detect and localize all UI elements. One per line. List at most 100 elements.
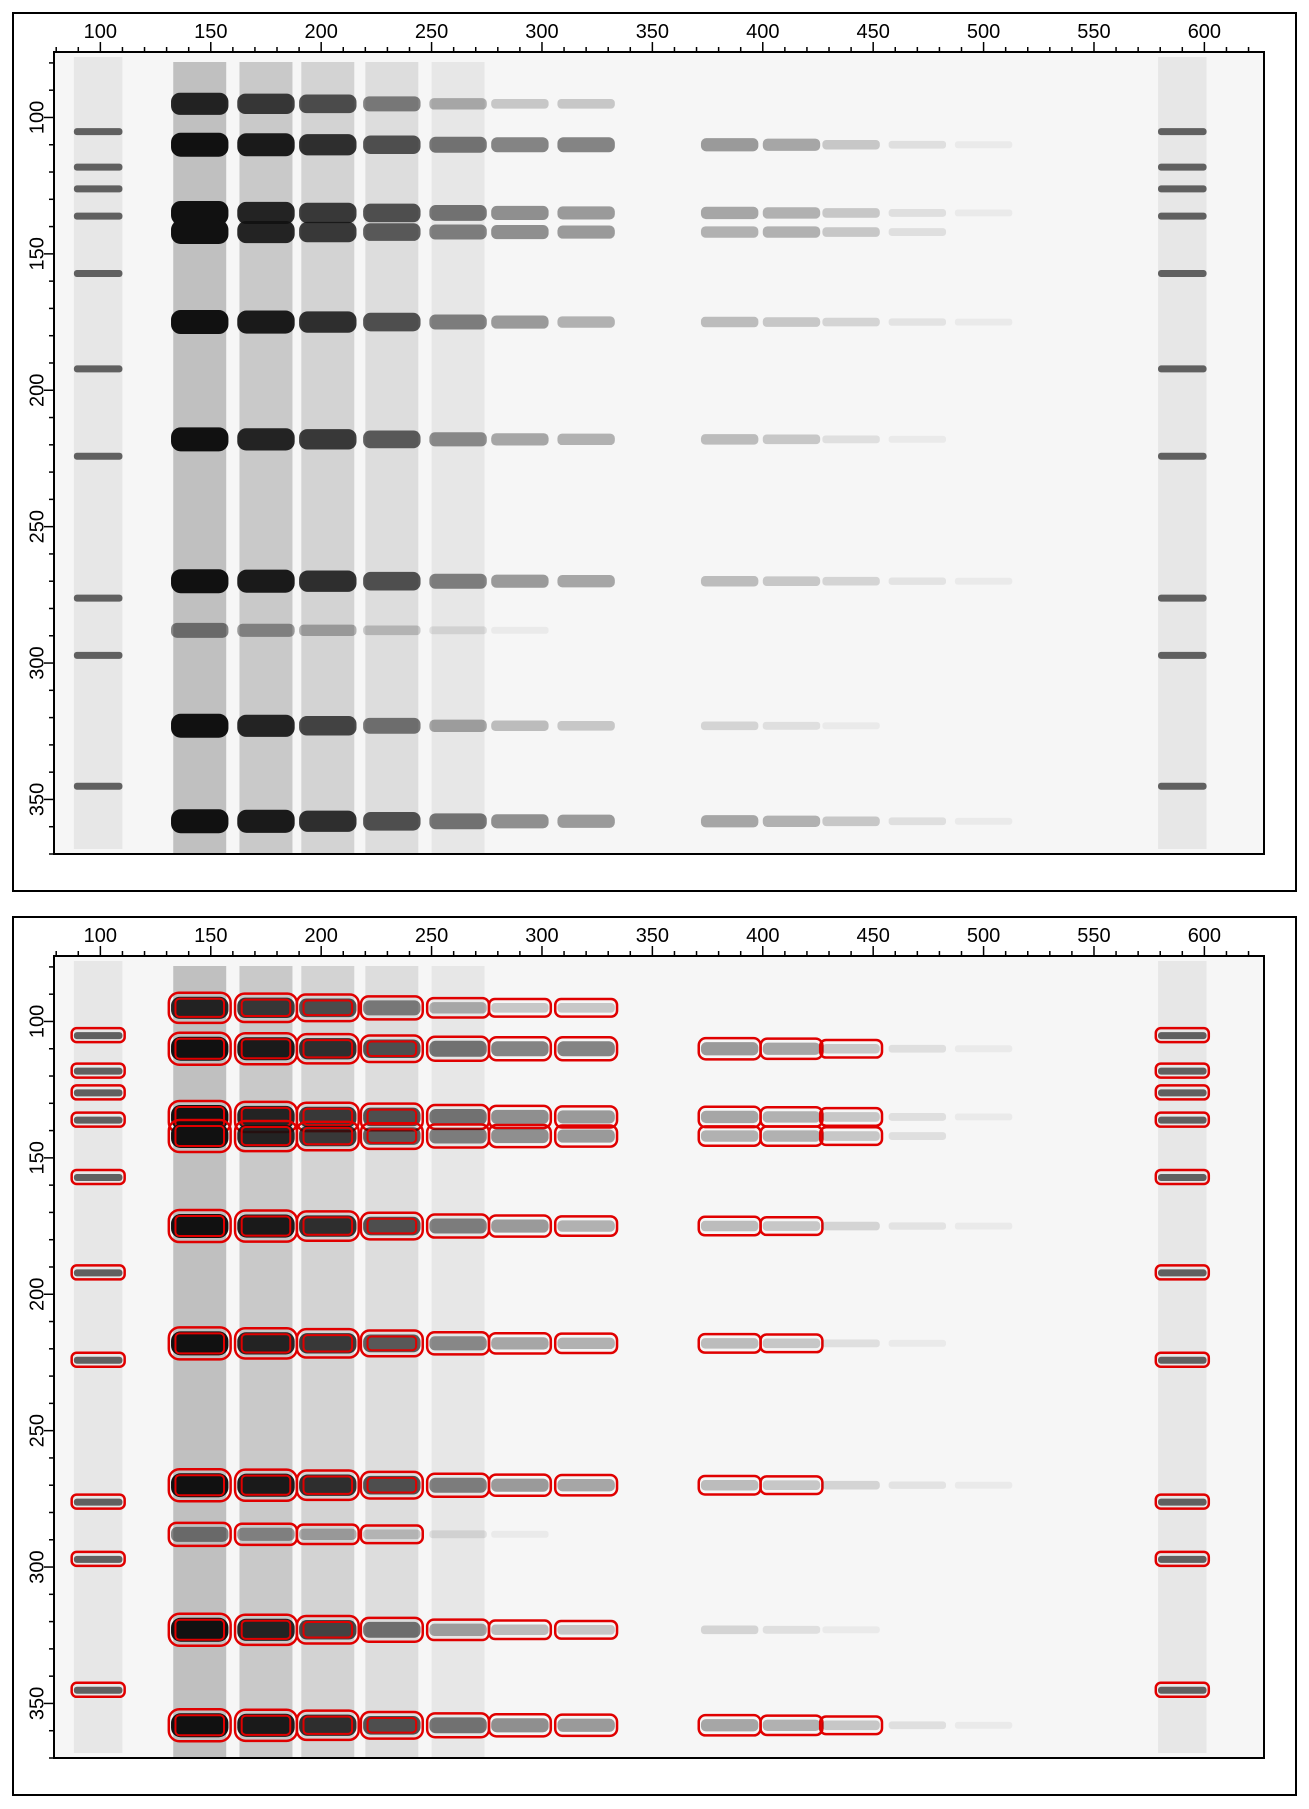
plot-frame — [53, 51, 1265, 855]
ladder-band — [73, 1173, 123, 1181]
ladder-band — [1158, 163, 1207, 171]
contour-outline — [295, 1032, 360, 1065]
gel-band — [888, 209, 947, 217]
gel-band — [557, 1110, 615, 1124]
gel-band — [700, 575, 759, 587]
contour-outline — [359, 1470, 424, 1500]
contour-outline — [366, 1335, 418, 1352]
ladder-band — [73, 1269, 123, 1277]
contour-outline — [818, 1038, 884, 1059]
gel-band — [491, 1128, 549, 1144]
gel-band — [888, 435, 947, 443]
x-tick-label: 400 — [746, 925, 779, 947]
contour-outline — [759, 1333, 824, 1354]
x-tick-label: 500 — [967, 925, 1000, 947]
ladder-band — [1158, 1173, 1207, 1181]
y-tick-label: 350 — [26, 783, 48, 816]
gel-band — [491, 1718, 549, 1733]
gel-band — [491, 315, 549, 329]
gel-band — [491, 224, 549, 240]
gel-band — [888, 318, 947, 326]
contour-outline — [759, 1037, 824, 1061]
gel-band — [700, 206, 759, 220]
ladder-band — [1158, 594, 1207, 602]
y-tick-label: 250 — [26, 1414, 48, 1447]
x-tick-label: 550 — [1077, 925, 1110, 947]
contour-outline — [1154, 1084, 1211, 1101]
contour-outline — [295, 993, 360, 1023]
gel-band — [299, 311, 357, 333]
contour-outline — [167, 1208, 232, 1244]
gel-band — [557, 1624, 615, 1635]
contour-outline — [487, 1473, 553, 1498]
contour-outline — [487, 1214, 553, 1238]
gel-band — [700, 316, 759, 328]
contour-outline — [359, 1329, 424, 1358]
x-tick-label: 250 — [415, 21, 448, 43]
gel-band — [762, 1221, 821, 1231]
gel-band — [299, 1474, 357, 1496]
contour-outline — [487, 1619, 553, 1641]
gel-band — [299, 134, 357, 156]
gel-band — [888, 1044, 947, 1053]
gel-band — [491, 814, 549, 829]
ladder-band — [1158, 1686, 1207, 1694]
contour-outline — [295, 1120, 360, 1152]
gel-band — [822, 1339, 880, 1348]
gel-band — [429, 573, 487, 589]
gel-band — [363, 811, 421, 831]
ladder-band — [73, 269, 123, 277]
gel-band — [822, 816, 880, 827]
contour-outline — [167, 1031, 232, 1066]
ladder-band — [73, 1356, 123, 1364]
contour-outline — [240, 1333, 292, 1354]
gel-band — [491, 1337, 549, 1350]
contour-outline — [167, 1612, 232, 1648]
contour-outline — [553, 1473, 619, 1497]
x-tick-label: 100 — [84, 21, 117, 43]
gel-band — [822, 208, 880, 218]
gel-band — [429, 1717, 487, 1734]
gel-band — [700, 1719, 759, 1732]
gel-band — [700, 434, 759, 445]
gel-band — [557, 1003, 615, 1013]
contour-outline — [70, 1168, 126, 1186]
gel-band — [762, 1719, 821, 1731]
y-tick-label: 250 — [26, 510, 48, 543]
ladder-band — [73, 1498, 123, 1506]
contour-outline — [302, 1621, 354, 1639]
gel-band — [237, 1618, 295, 1641]
contour-outline — [553, 1124, 619, 1148]
contour-outline — [240, 1714, 292, 1736]
x-tick-label: 150 — [194, 925, 227, 947]
x-tick-label: 150 — [194, 21, 227, 43]
contour-outline — [359, 995, 424, 1021]
gel-band — [299, 998, 357, 1018]
gel-band — [299, 1125, 357, 1147]
gel-band — [171, 200, 229, 225]
ladder-band — [1158, 128, 1207, 136]
ladder-band — [1158, 1555, 1207, 1563]
contour-outline — [487, 997, 553, 1018]
gel-band — [491, 205, 549, 220]
gel-background — [54, 52, 1264, 854]
gel-band — [237, 310, 295, 334]
ladder-band — [1158, 365, 1207, 373]
gel-band — [429, 1623, 487, 1636]
contour-outline — [487, 1104, 553, 1130]
x-tick-label: 550 — [1077, 21, 1110, 43]
gel-band — [888, 1222, 947, 1230]
gel-band — [363, 1334, 421, 1353]
contour-outline — [487, 1035, 553, 1062]
gel-band — [299, 202, 357, 224]
gel-band — [237, 133, 295, 157]
contour-outline — [240, 1038, 292, 1060]
contour-outline — [553, 1215, 619, 1238]
contour-outline — [1154, 1493, 1211, 1510]
contour-outline — [359, 1524, 424, 1545]
gel-band — [700, 815, 759, 828]
ladder-band — [73, 163, 123, 171]
gel-band — [954, 817, 1013, 825]
ladder-band — [1158, 1067, 1207, 1075]
gel-band — [237, 428, 295, 451]
